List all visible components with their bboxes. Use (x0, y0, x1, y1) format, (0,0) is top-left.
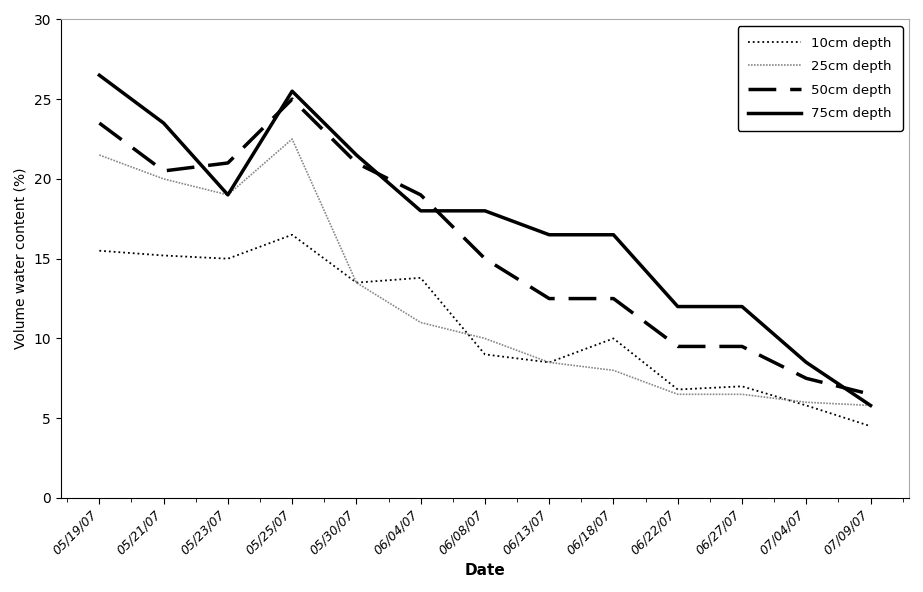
75cm depth (351, 152, 362, 159)
10cm depth (479, 351, 490, 358)
75cm depth (608, 231, 619, 239)
25cm depth (801, 399, 812, 406)
Line: 75cm depth: 75cm depth (100, 75, 870, 406)
50cm depth (608, 295, 619, 302)
75cm depth (672, 303, 683, 310)
25cm depth (222, 191, 234, 198)
50cm depth (672, 343, 683, 350)
25cm depth (608, 367, 619, 374)
10cm depth (415, 274, 426, 281)
10cm depth (351, 279, 362, 286)
X-axis label: Date: Date (464, 563, 505, 578)
75cm depth (865, 402, 876, 409)
25cm depth (158, 175, 169, 182)
25cm depth (94, 152, 105, 159)
75cm depth (287, 88, 298, 95)
10cm depth (222, 255, 234, 262)
50cm depth (801, 375, 812, 382)
10cm depth (608, 335, 619, 342)
50cm depth (415, 191, 426, 198)
25cm depth (544, 359, 555, 366)
50cm depth (737, 343, 748, 350)
50cm depth (544, 295, 555, 302)
75cm depth (222, 191, 234, 198)
50cm depth (222, 159, 234, 166)
25cm depth (672, 391, 683, 398)
10cm depth (94, 247, 105, 255)
10cm depth (158, 252, 169, 259)
10cm depth (737, 383, 748, 390)
10cm depth (865, 423, 876, 430)
50cm depth (158, 168, 169, 175)
75cm depth (158, 120, 169, 127)
75cm depth (479, 207, 490, 214)
50cm depth (479, 255, 490, 262)
10cm depth (287, 231, 298, 239)
25cm depth (351, 279, 362, 286)
Line: 10cm depth: 10cm depth (100, 235, 870, 426)
75cm depth (544, 231, 555, 239)
10cm depth (801, 402, 812, 409)
75cm depth (801, 359, 812, 366)
Line: 25cm depth: 25cm depth (100, 139, 870, 406)
50cm depth (94, 120, 105, 127)
Y-axis label: Volume water content (%): Volume water content (%) (14, 168, 28, 349)
Legend: 10cm depth, 25cm depth, 50cm depth, 75cm depth: 10cm depth, 25cm depth, 50cm depth, 75cm… (737, 26, 903, 131)
10cm depth (544, 359, 555, 366)
50cm depth (865, 391, 876, 398)
25cm depth (415, 319, 426, 326)
25cm depth (479, 335, 490, 342)
75cm depth (415, 207, 426, 214)
25cm depth (737, 391, 748, 398)
75cm depth (94, 72, 105, 79)
10cm depth (672, 386, 683, 393)
50cm depth (351, 159, 362, 166)
75cm depth (737, 303, 748, 310)
25cm depth (865, 402, 876, 409)
50cm depth (287, 95, 298, 102)
25cm depth (287, 136, 298, 143)
Line: 50cm depth: 50cm depth (100, 99, 870, 394)
